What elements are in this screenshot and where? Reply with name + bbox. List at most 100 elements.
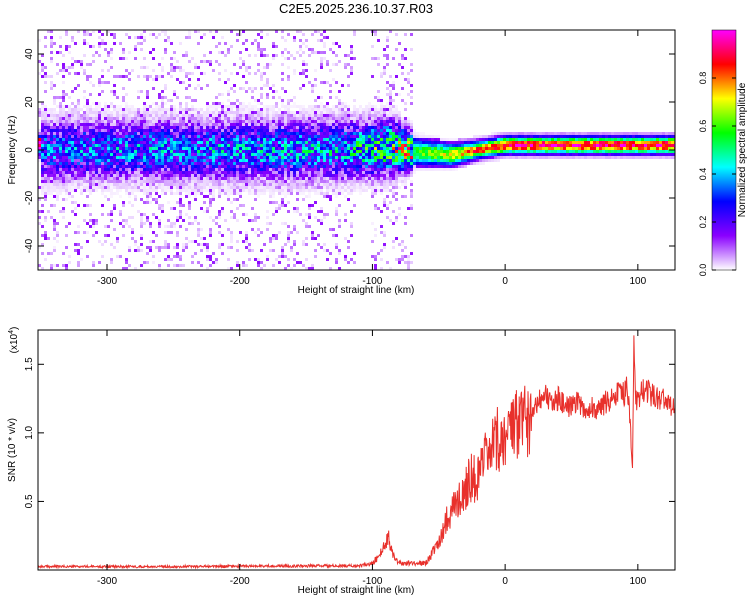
spectrogram-cell [341,141,344,144]
spectrogram-cell [401,129,404,132]
spectrogram-cell [392,117,395,120]
spectrogram-cell [377,129,380,132]
spectrogram-cell [188,147,191,150]
spectrogram-cell [287,153,290,156]
spectrogram-cell [146,168,149,171]
spectrogram-cell [209,216,212,219]
spectrogram-cell [122,165,125,168]
spectrogram-cell [380,72,383,75]
spectrogram-cell [239,159,242,162]
spectrogram-cell [92,159,95,162]
spectrogram-cell [347,198,350,201]
spectrogram-cell [56,186,59,189]
spectrogram-cell [332,150,335,153]
spectrogram-cell [311,168,314,171]
spectrogram-cell [233,129,236,132]
spectrogram-cell [308,189,311,192]
spectrogram-cell [296,138,299,141]
spectrogram-cell [158,114,161,117]
spectrogram-cell [62,81,65,84]
spectrogram-cell [353,114,356,117]
spectrogram-cell [302,84,305,87]
spectrogram-cell [371,114,374,117]
spectrogram-cell [263,108,266,111]
spectrogram-cell [230,147,233,150]
spectrogram-cell [188,108,191,111]
spectrogram-cell [287,102,290,105]
spectrogram-cell [218,210,221,213]
spectrogram-cell [86,129,89,132]
spectrogram-cell [185,129,188,132]
spectrogram-cell [272,180,275,183]
spectrogram-cell [398,207,401,210]
spectrogram-cell [392,174,395,177]
spectrogram-cell [83,153,86,156]
spectrogram-cell [119,222,122,225]
spectrogram-cell [209,255,212,258]
spectrogram-cell [257,48,260,51]
spectrogram-cell [227,117,230,120]
spectrogram-cell [293,243,296,246]
spectrogram-cell [62,183,65,186]
spectrogram-cell [203,141,206,144]
spectrogram-cell [371,240,374,243]
spectrogram-cell [146,156,149,159]
spectrogram-cell [134,126,137,129]
spectrogram-cell [245,180,248,183]
spectrogram-cell [179,141,182,144]
spectrogram-cell [422,150,425,153]
spectrogram-cell [179,132,182,135]
spectrogram-cell [233,213,236,216]
spectrogram-cell [161,120,164,123]
spectrogram-cell [101,123,104,126]
spectrogram-cell [251,156,254,159]
spectrogram-cell [311,33,314,36]
spectrogram-cell [284,138,287,141]
spectrogram-cell [317,117,320,120]
spectrogram-cell [296,192,299,195]
spectrogram-cell [356,156,359,159]
spectrogram-cell [287,183,290,186]
spectrogram-cell [317,183,320,186]
spectrogram-cell [71,174,74,177]
spectrogram-cell [161,189,164,192]
spectrogram-cell [389,132,392,135]
spectrogram-cell [314,132,317,135]
spectrogram-cell [44,159,47,162]
spectrogram-cell [383,189,386,192]
spectrogram-cell [194,252,197,255]
spectrogram-cell [386,105,389,108]
spectrogram-cell [149,162,152,165]
spectrogram-cell [395,114,398,117]
spectrogram-cell [140,189,143,192]
spectrogram-cell [236,99,239,102]
spectrogram-cell [323,126,326,129]
spectrogram-cell [53,246,56,249]
spectrogram-cell [293,210,296,213]
spectrogram-cell [179,186,182,189]
spectrogram-cell [374,120,377,123]
spectrogram-cell [134,243,137,246]
spectrogram-cell [74,159,77,162]
spectrogram-cell [371,156,374,159]
spectrogram-cell [74,213,77,216]
spectrogram-cell [284,156,287,159]
spectrogram-cell [44,132,47,135]
spectrogram-cell [62,144,65,147]
spectrogram-cell [380,132,383,135]
spectrogram-cell [200,183,203,186]
spectrogram-cell [86,195,89,198]
spectrogram-cell [212,183,215,186]
spectrogram-cell [44,90,47,93]
spectrogram-cell [350,132,353,135]
spectrogram-cell [128,183,131,186]
spectrogram-cell [182,138,185,141]
spectrogram-cell [197,42,200,45]
spectrogram-cell [299,48,302,51]
spectrogram-cell [239,123,242,126]
spectrogram-cell [314,147,317,150]
spectrogram-cell [251,111,254,114]
spectrogram-cell [59,36,62,39]
spectrogram-cell [302,111,305,114]
spectrogram-cell [44,189,47,192]
